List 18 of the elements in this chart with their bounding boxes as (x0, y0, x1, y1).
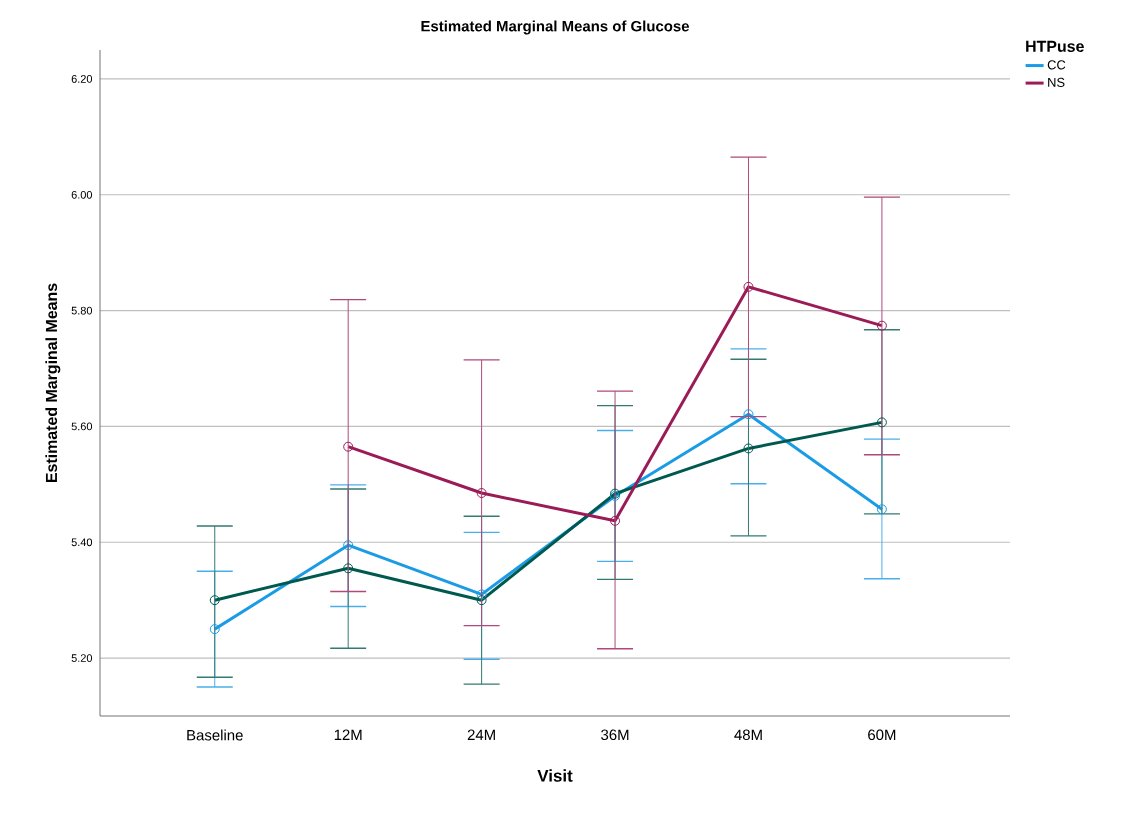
legend-label: CC (1047, 60, 1066, 70)
y-tick-label: 5.60 (71, 422, 93, 431)
x-tick-label: 24M (467, 729, 495, 740)
x-tick-label: 12M (334, 729, 362, 740)
legend-title: HTPuse (1026, 40, 1084, 52)
x-tick-label: 36M (601, 729, 629, 741)
x-tick-label: 48M (734, 729, 762, 741)
y-tick-label: 5.20 (71, 654, 93, 662)
chart-title: Estimated Marginal Means of Glucose (421, 20, 690, 35)
y-tick-label: 5.80 (71, 306, 93, 315)
y-tick-label: 6.00 (71, 190, 93, 199)
x-axis-title: Visit (537, 769, 573, 782)
y-tick-label: 5.40 (71, 538, 93, 547)
legend-label: NS (1048, 77, 1065, 87)
x-tick-label: 60M (868, 729, 896, 741)
y-axis-title: Estimated Marginal Means (45, 283, 61, 483)
x-tick-label: Baseline (187, 729, 243, 741)
y-tick-label: 6.20 (71, 75, 93, 83)
